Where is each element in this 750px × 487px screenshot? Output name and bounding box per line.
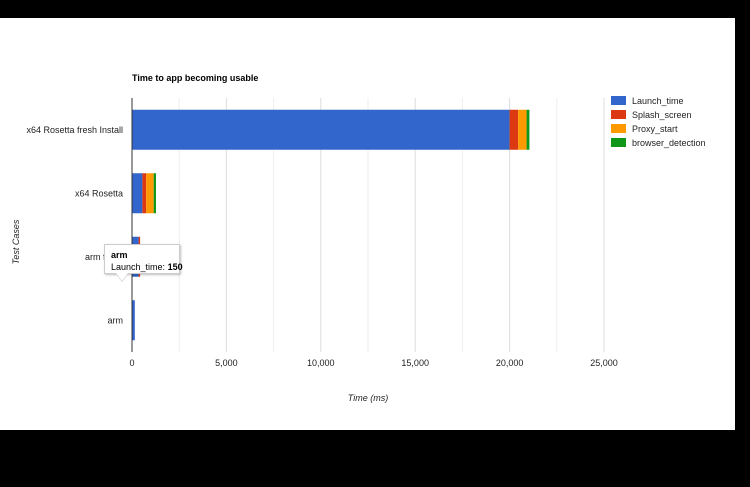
category-label: arm fresh — [85, 252, 123, 262]
tooltip-value: 150 — [167, 262, 183, 272]
legend-label: Launch_time — [632, 96, 684, 106]
legend-swatch — [611, 124, 626, 133]
x-tick-labels: 0 5,000 10,000 15,000 20,000 25,000 — [129, 358, 617, 368]
bar-segment-launch_time — [132, 300, 135, 341]
legend-label: Proxy_start — [632, 124, 678, 134]
tooltip-category: arm — [111, 250, 128, 260]
bars — [132, 109, 530, 341]
x-tick-label: 20,000 — [496, 358, 524, 368]
chart-title: Time to app becoming usable — [132, 73, 258, 83]
chart-canvas: Time to app becoming usable x64 Rosetta … — [0, 18, 735, 430]
x-tick-label: 15,000 — [401, 358, 429, 368]
bar-segment-browser_detection — [153, 173, 156, 214]
legend-swatch — [611, 110, 626, 119]
category-label: arm — [108, 315, 124, 325]
tooltip-series-label: Launch_time: — [111, 262, 166, 272]
category-labels: x64 Rosetta fresh Install x64 Rosetta arm … — [26, 125, 123, 326]
stacked-bar-chart: Time to app becoming usable x64 Rosetta … — [11, 73, 706, 403]
bar-segment-browser_detection — [526, 109, 530, 150]
x-axis-title: Time (ms) — [348, 393, 388, 403]
x-tick-label: 10,000 — [307, 358, 335, 368]
bar-segment-launch_time — [132, 173, 143, 214]
x-tick-label: 25,000 — [590, 358, 618, 368]
legend[interactable]: Launch_time Splash_screen Proxy_startbrows… — [611, 96, 706, 148]
tooltip-pointer — [116, 273, 128, 281]
bar-segment-proxy_start — [146, 173, 154, 214]
bar-segment-splash_screen — [509, 109, 519, 150]
legend-swatch — [611, 138, 626, 147]
legend-swatch — [611, 96, 626, 105]
category-label: x64 Rosetta fresh Install — [26, 125, 123, 135]
tooltip: arm Launch_time: 150 — [104, 244, 183, 274]
legend-label: Splash_screen — [632, 110, 692, 120]
category-label: x64 Rosetta — [75, 188, 123, 198]
bar-segment-proxy_start — [518, 109, 527, 150]
y-axis-title: Test Cases — [11, 219, 21, 264]
x-tick-label: 5,000 — [215, 358, 238, 368]
bar-segment-splash_screen — [142, 173, 147, 214]
legend-label: browser_detection — [632, 138, 706, 148]
bar-segment-launch_time — [132, 109, 510, 150]
x-tick-label: 0 — [129, 358, 134, 368]
